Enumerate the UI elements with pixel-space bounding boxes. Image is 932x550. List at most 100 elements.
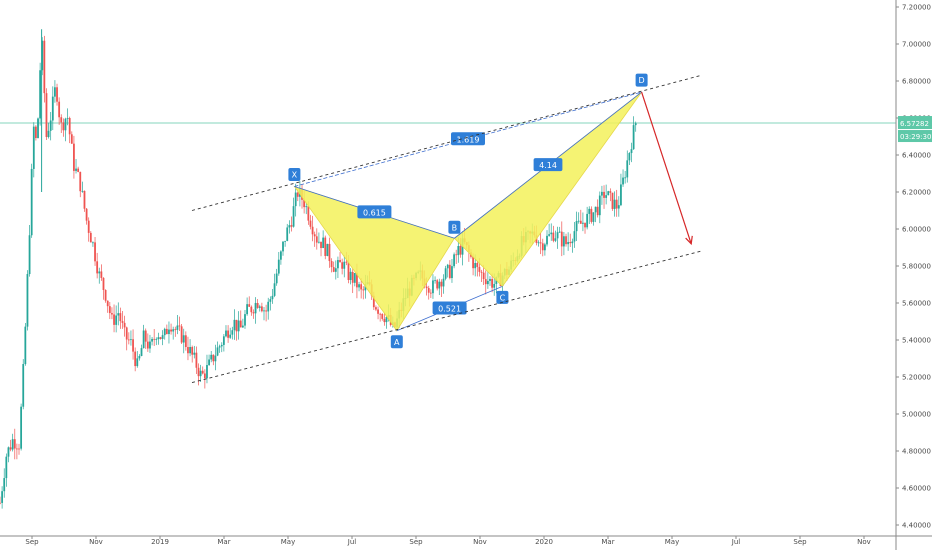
- candle-body: [282, 241, 284, 252]
- candle-body: [212, 354, 215, 362]
- candle-body: [598, 195, 601, 216]
- candle-body: [68, 118, 71, 135]
- candle-body: [233, 319, 236, 331]
- candle-body: [330, 261, 333, 268]
- candle-body: [159, 337, 162, 339]
- pattern-point-box: [448, 220, 461, 234]
- candle-body: [339, 259, 341, 263]
- candle-body: [85, 208, 88, 221]
- candle-body: [480, 271, 483, 273]
- candle-body: [39, 70, 42, 119]
- candle-body: [117, 313, 120, 316]
- candle-body: [203, 373, 206, 379]
- candle-body: [626, 160, 629, 178]
- candle-body: [632, 125, 635, 150]
- x-tick-label: 2019: [151, 538, 169, 546]
- candle-body: [235, 319, 238, 332]
- candle-body: [476, 262, 479, 267]
- candle-body: [229, 334, 232, 338]
- candle-body: [258, 306, 261, 308]
- candle-body: [615, 199, 618, 209]
- candle-body: [104, 289, 107, 301]
- candle-body: [199, 370, 202, 377]
- pattern-point-label: C: [500, 293, 506, 302]
- candle-body: [311, 226, 314, 235]
- candle-body: [579, 220, 582, 224]
- candle-body: [491, 278, 493, 288]
- candle-body: [89, 232, 92, 243]
- candle-body: [151, 338, 153, 342]
- candle-body: [358, 284, 360, 288]
- candle-body: [174, 329, 177, 331]
- candle-body: [163, 328, 166, 336]
- candle-body: [214, 355, 217, 362]
- x-tick-label: May: [665, 538, 679, 546]
- candle-body: [345, 261, 348, 263]
- candle-body: [220, 344, 223, 347]
- candle-body: [273, 283, 276, 296]
- x-tick-label: Sep: [409, 538, 423, 546]
- candle-body: [575, 221, 578, 232]
- ratio-label-box: [432, 301, 467, 315]
- candle-body: [155, 339, 158, 340]
- candle-body: [75, 168, 77, 171]
- candle-body: [609, 191, 612, 193]
- candle-body: [315, 236, 318, 243]
- candle-body: [191, 347, 194, 355]
- x-axis[interactable]: Sep Nov 2019 Mar May Jul Sep Nov 2020 Mar May Jul Se…: [0, 535, 932, 546]
- candle-body: [197, 367, 200, 377]
- candle-body: [170, 329, 172, 332]
- candle-body: [320, 241, 322, 249]
- candle-body: [11, 439, 14, 450]
- candle-body: [455, 254, 458, 256]
- candle-body: [622, 177, 624, 185]
- candle-body: [567, 242, 570, 245]
- x-tick-label: Jul: [347, 538, 357, 546]
- candle-body: [554, 238, 557, 241]
- pattern-point-box: [635, 73, 648, 87]
- candle-body: [620, 184, 622, 206]
- candle-body: [66, 118, 69, 119]
- candle-body: [546, 235, 548, 245]
- x-tick-label: Sep: [793, 538, 807, 546]
- candle-body: [484, 279, 487, 285]
- candle-body: [313, 234, 316, 237]
- candle-body: [64, 118, 67, 131]
- y-tick-label: 4.40000: [902, 522, 931, 530]
- candle-body: [539, 242, 542, 244]
- candle-body: [165, 328, 168, 335]
- pattern-point-label: X: [292, 170, 298, 179]
- candle-body: [459, 246, 462, 255]
- candle-body: [347, 262, 350, 281]
- candle-body: [60, 117, 63, 123]
- y-tick-label: 7.20000: [902, 4, 931, 12]
- candle-body: [356, 272, 358, 288]
- candle-body: [193, 352, 196, 355]
- candle-body: [1, 491, 4, 503]
- x-tick-label: Mar: [217, 538, 230, 546]
- candle-body: [239, 320, 242, 328]
- candle-body: [584, 222, 586, 228]
- candle-body: [489, 278, 491, 281]
- candle-body: [26, 274, 29, 327]
- candle-body: [7, 447, 10, 457]
- candle-body: [267, 301, 270, 312]
- candle-body: [577, 220, 580, 222]
- candle-body: [13, 439, 16, 449]
- candle-body: [360, 284, 363, 290]
- y-axis[interactable]: 4.40000 4.60000 4.80000 5.00000 5.20000 5.400…: [895, 0, 932, 550]
- candle-body: [157, 337, 160, 340]
- candle-body: [123, 322, 126, 328]
- countdown-label-box: [898, 130, 932, 143]
- candle-body: [434, 280, 436, 282]
- candle-body: [588, 208, 591, 214]
- candle-body: [218, 346, 221, 348]
- candle-body: [486, 280, 489, 285]
- candle-body: [438, 281, 441, 289]
- candle-body: [586, 213, 589, 228]
- candle-body: [537, 242, 540, 244]
- candle-body: [83, 190, 86, 209]
- candle-body: [448, 264, 451, 279]
- candle-body: [385, 317, 388, 323]
